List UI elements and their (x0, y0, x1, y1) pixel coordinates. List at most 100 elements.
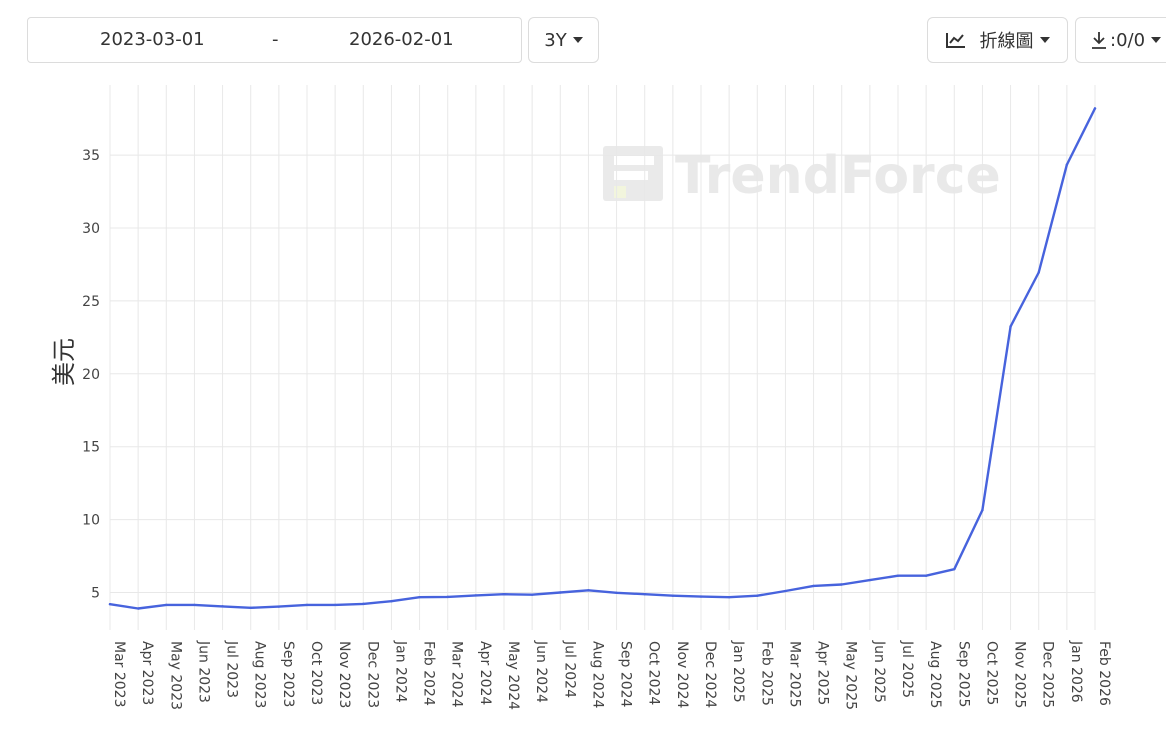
x-tick-label: Dec 2023 (364, 641, 380, 708)
x-tick-label: Jun 2023 (195, 640, 211, 703)
data-point (1093, 107, 1097, 110)
x-tick-label: Feb 2025 (758, 641, 774, 706)
y-tick-label: 35 (82, 148, 100, 164)
data-point (221, 605, 224, 608)
data-point (362, 602, 365, 606)
data-point (812, 584, 815, 588)
x-tick-label: May 2025 (843, 641, 859, 710)
x-tick-label: Oct 2023 (308, 641, 324, 705)
x-tick-label: Jan 2025 (730, 640, 746, 703)
data-point (249, 606, 252, 610)
data-point (587, 589, 590, 592)
data-point (868, 578, 872, 582)
x-tick-label: Nov 2025 (1012, 641, 1028, 708)
data-point (446, 595, 449, 599)
data-point (1037, 271, 1040, 274)
caret-down-icon (572, 37, 583, 43)
x-tick-label: Oct 2024 (646, 641, 662, 705)
data-point (277, 605, 281, 608)
x-tick-label: Aug 2025 (927, 641, 943, 708)
chart-grid (109, 85, 1096, 630)
x-tick-label: Dec 2024 (702, 641, 718, 708)
data-point (1009, 325, 1012, 328)
data-point (333, 603, 337, 607)
series-line (108, 107, 1097, 610)
x-tick-label: Aug 2023 (252, 641, 268, 708)
data-point (615, 591, 618, 594)
x-tick-label: Nov 2024 (674, 641, 690, 708)
x-tick-label: Sep 2023 (280, 641, 296, 707)
y-axis-label: 美元 (50, 338, 78, 386)
date-range-picker[interactable]: 2023-03-01 - 2026-02-01 (27, 17, 522, 63)
y-axis: 5 10 15 20 25 30 35 (82, 148, 100, 601)
x-tick-label: Apr 2024 (477, 641, 493, 705)
x-tick-label: Jun 2025 (871, 640, 887, 703)
end-date-field[interactable]: 2026-02-01 (349, 29, 454, 50)
download-dropdown-button[interactable]: :0/0 (1075, 17, 1166, 63)
data-point (418, 595, 421, 599)
caret-down-icon (1039, 37, 1050, 43)
x-tick-label: Apr 2025 (815, 641, 831, 705)
x-tick-label: Oct 2025 (983, 641, 999, 705)
x-tick-label: Jul 2025 (899, 640, 915, 698)
x-tick-label: Dec 2025 (1040, 641, 1056, 708)
data-point (699, 595, 703, 598)
data-point (840, 583, 843, 586)
data-point (727, 595, 731, 599)
x-tick-label: Sep 2024 (618, 641, 634, 708)
date-separator: - (272, 29, 279, 50)
data-point (643, 593, 646, 596)
download-label: :0/0 (1110, 29, 1146, 51)
data-point (784, 589, 787, 593)
data-point (474, 594, 478, 597)
x-tick-label: Aug 2024 (589, 641, 605, 709)
line-chart-icon (945, 32, 966, 48)
trendforce-logo (603, 146, 663, 201)
y-tick-label: 25 (82, 294, 100, 310)
chart-type-dropdown-button[interactable]: 折線圖 (927, 17, 1068, 63)
data-point (530, 593, 534, 596)
data-point (756, 594, 759, 597)
x-tick-label: Nov 2023 (336, 641, 352, 708)
download-icon (1091, 31, 1107, 49)
chart-type-label: 折線圖 (979, 31, 1034, 52)
x-tick-label: Feb 2024 (421, 641, 437, 706)
range-label: 3Y (544, 29, 567, 51)
x-tick-label: Mar 2023 (111, 641, 127, 708)
data-point (136, 607, 140, 610)
data-point (108, 602, 112, 606)
caret-down-icon (1151, 37, 1162, 43)
data-point (305, 603, 309, 607)
plot-area (108, 107, 1097, 610)
y-tick-label: 5 (91, 586, 100, 602)
data-point (1065, 163, 1069, 166)
data-point (981, 508, 984, 512)
x-tick-label: Apr 2023 (139, 641, 155, 705)
range-dropdown-button[interactable]: 3Y (528, 17, 599, 63)
data-point (896, 574, 900, 577)
data-point (390, 600, 393, 603)
x-tick-label: Mar 2024 (449, 641, 465, 708)
x-tick-label: Jul 2024 (561, 640, 577, 698)
data-point (165, 603, 168, 607)
data-point (671, 594, 675, 597)
y-tick-label: 30 (82, 221, 100, 237)
y-tick-label: 20 (82, 367, 100, 383)
data-point (953, 567, 956, 571)
data-point (193, 603, 196, 607)
data-point (502, 593, 506, 596)
x-axis: Mar 2023 Apr 2023 May 2023 Jun 2023 Jul 2023… (111, 640, 1112, 710)
x-tick-label: Jan 2024 (392, 640, 408, 703)
x-tick-label: May 2024 (505, 641, 521, 710)
x-tick-label: Jun 2024 (533, 640, 549, 703)
x-tick-label: Sep 2025 (955, 641, 971, 707)
data-point (559, 591, 562, 594)
y-tick-label: 15 (82, 440, 100, 456)
x-tick-label: Feb 2026 (1096, 641, 1112, 706)
x-tick-label: May 2023 (167, 641, 183, 710)
start-date-field[interactable]: 2023-03-01 (100, 29, 205, 50)
data-point (924, 574, 928, 577)
y-tick-label: 10 (82, 513, 100, 529)
x-tick-label: Jan 2026 (1068, 640, 1084, 703)
